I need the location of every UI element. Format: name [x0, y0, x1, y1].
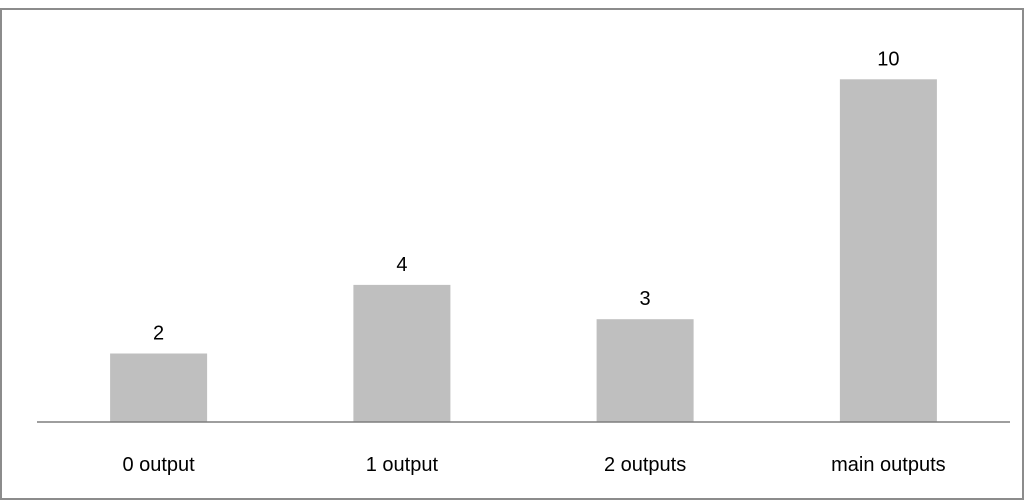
x-tick-label-0: 0 output: [122, 454, 195, 476]
data-label-3: 10: [877, 48, 899, 70]
data-label-1: 4: [396, 254, 407, 276]
bar-1: [353, 284, 451, 422]
bar-3: [839, 79, 937, 423]
data-label-0: 2: [153, 323, 164, 345]
data-label-2: 3: [640, 288, 651, 310]
bar-2: [596, 319, 694, 422]
x-tick-label-1: 1 output: [366, 454, 439, 476]
x-tick-label-2: 2 outputs: [604, 454, 686, 476]
bar-0: [110, 353, 208, 422]
bars-layer: [110, 79, 937, 423]
x-tick-labels-layer: 0 output 1 output 2 outputs main outputs: [122, 454, 945, 476]
data-labels-layer: 2 4 3 10: [153, 48, 899, 344]
x-tick-label-3: main outputs: [831, 454, 946, 476]
